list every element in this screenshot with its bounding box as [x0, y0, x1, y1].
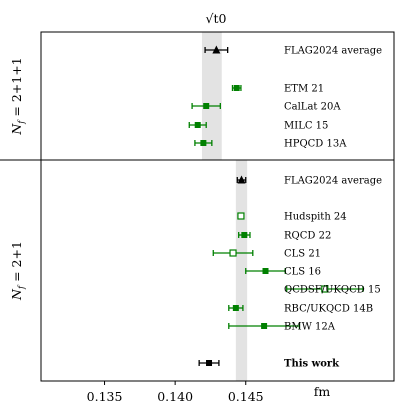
square-marker: [233, 85, 240, 91]
open-square-marker: [321, 285, 329, 293]
data-point-rqcd-22: RQCD 22: [238, 231, 331, 242]
x-axis-label: fm: [314, 384, 331, 399]
square-marker: [232, 305, 239, 311]
data-point-bmw-12a: BMW 12A: [228, 322, 336, 333]
square-marker: [241, 232, 248, 238]
point-label: RBC/UKQCD 14B: [284, 304, 373, 315]
x-tick-label: 0.135: [87, 389, 123, 404]
point-label: BMW 12A: [284, 322, 336, 333]
point-label: CalLat 20A: [284, 102, 341, 113]
open-square-marker: [237, 212, 245, 220]
point-label: QCDSF/UKQCD 15: [284, 285, 381, 296]
point-label: CLS 21: [284, 249, 321, 260]
panel-label-1: Nf = 2+1+1: [9, 57, 27, 135]
x-tick-label: 0.140: [157, 389, 193, 404]
point-label: HPQCD 13A: [284, 139, 347, 150]
square-marker: [261, 323, 268, 329]
point-label: FLAG2024 average: [284, 176, 382, 187]
panel-label-2: Nf = 2+1: [9, 241, 27, 301]
x-tick-label: 0.145: [228, 389, 264, 404]
average-band-panel-2: [235, 160, 248, 381]
point-label: This work: [284, 359, 340, 370]
data-point-flag2024-average: FLAG2024 average: [204, 45, 382, 57]
data-point-milc-15: MILC 15: [188, 121, 328, 132]
data-point-cls-21: CLS 21: [212, 249, 321, 260]
chart-title: √t0: [206, 11, 227, 26]
square-marker: [203, 103, 210, 109]
point-label: RQCD 22: [284, 231, 331, 242]
point-label: MILC 15: [284, 121, 328, 132]
data-point-rbc-ukqcd-14b: RBC/UKQCD 14B: [228, 304, 373, 315]
data-point-hudspith-24: Hudspith 24: [237, 212, 347, 223]
open-square-marker: [229, 249, 237, 257]
point-label: ETM 21: [284, 84, 324, 95]
triangle-marker: [212, 45, 221, 54]
data-point-this-work: This work: [198, 359, 340, 370]
data-point-cls-16: CLS 16: [245, 267, 321, 278]
point-label: Hudspith 24: [284, 212, 347, 223]
point-label: CLS 16: [284, 267, 321, 278]
triangle-marker: [237, 175, 246, 184]
data-point-callat-20a: CalLat 20A: [191, 102, 341, 113]
data-point-qcdsf-ukqcd-15: QCDSF/UKQCD 15: [284, 285, 381, 296]
point-label: FLAG2024 average: [284, 46, 382, 57]
square-marker: [206, 360, 213, 366]
average-band-panel-1: [201, 32, 222, 160]
data-point-flag2024-average: FLAG2024 average: [236, 175, 382, 187]
data-point-hpqcd-13a: HPQCD 13A: [194, 139, 347, 150]
square-marker: [262, 268, 269, 274]
square-marker: [200, 140, 207, 146]
square-marker: [194, 122, 201, 128]
data-point-etm-21: ETM 21: [231, 84, 324, 95]
plot-frame: [40, 31, 395, 382]
